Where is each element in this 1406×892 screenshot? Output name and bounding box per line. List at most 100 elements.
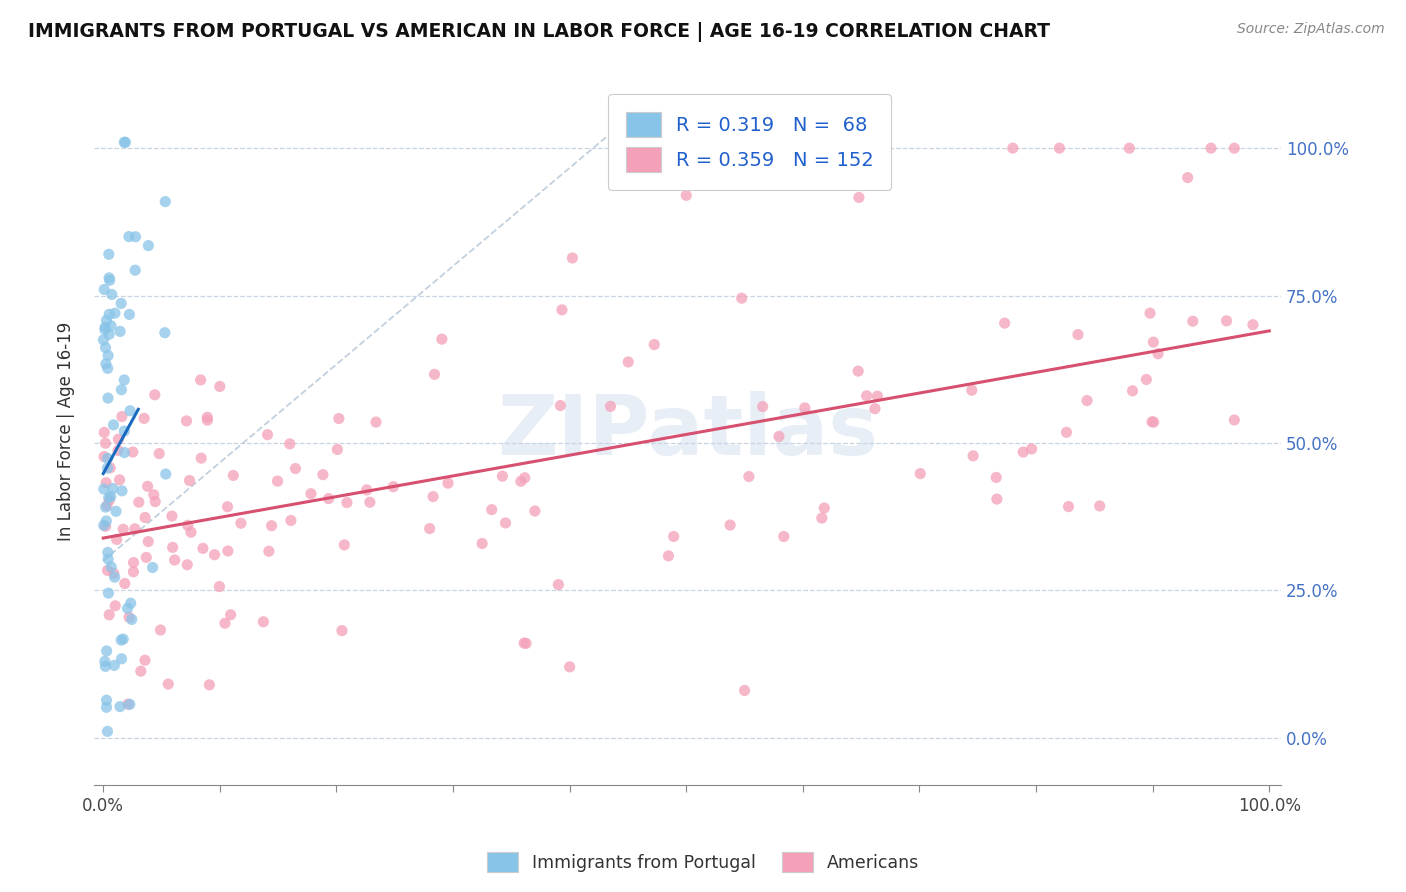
- Point: [561, 251, 583, 265]
- Point: [718, 518, 741, 533]
- Point: [101, 482, 124, 496]
- Point: [118, 308, 141, 322]
- Point: [256, 427, 278, 442]
- Point: [96, 700, 118, 714]
- Point: [195, 410, 218, 425]
- Point: [1181, 314, 1204, 328]
- Point: [382, 480, 405, 494]
- Point: [98, 327, 121, 342]
- Point: [96, 514, 118, 528]
- Point: [1088, 499, 1111, 513]
- Point: [811, 511, 834, 525]
- Point: [94, 475, 117, 490]
- Point: [118, 229, 141, 244]
- Point: [1140, 415, 1163, 429]
- Point: [471, 536, 494, 550]
- Point: [93, 450, 115, 464]
- Point: [513, 471, 536, 485]
- Point: [103, 566, 125, 581]
- Point: [280, 513, 302, 527]
- Point: [1047, 141, 1070, 155]
- Point: [97, 491, 120, 505]
- Point: [104, 599, 127, 613]
- Point: [866, 389, 889, 403]
- Point: [219, 607, 242, 622]
- Point: [1056, 425, 1078, 440]
- Point: [98, 607, 121, 622]
- Point: [110, 383, 132, 397]
- Point: [863, 401, 886, 416]
- Point: [117, 601, 139, 615]
- Point: [121, 445, 143, 459]
- Point: [491, 469, 513, 483]
- Point: [751, 400, 773, 414]
- Point: [94, 320, 117, 334]
- Point: [112, 632, 135, 646]
- Point: [142, 488, 165, 502]
- Point: [132, 411, 155, 425]
- Point: [110, 652, 132, 666]
- Point: [129, 664, 152, 678]
- Point: [1057, 500, 1080, 514]
- Point: [97, 349, 120, 363]
- Point: [108, 699, 131, 714]
- Point: [662, 529, 685, 543]
- Point: [93, 518, 115, 533]
- Point: [94, 655, 117, 669]
- Point: [731, 291, 754, 305]
- Point: [163, 553, 186, 567]
- Point: [190, 451, 212, 466]
- Point: [1177, 170, 1199, 185]
- Point: [120, 403, 142, 417]
- Point: [422, 490, 444, 504]
- Point: [495, 516, 517, 530]
- Point: [333, 538, 356, 552]
- Point: [1223, 141, 1246, 155]
- Legend: Immigrants from Portugal, Americans: Immigrants from Portugal, Americans: [479, 845, 927, 879]
- Point: [284, 461, 307, 475]
- Point: [910, 467, 932, 481]
- Point: [190, 373, 212, 387]
- Point: [214, 616, 236, 631]
- Point: [97, 545, 120, 559]
- Point: [122, 565, 145, 579]
- Point: [160, 509, 183, 524]
- Point: [994, 316, 1017, 330]
- Point: [960, 383, 983, 397]
- Point: [98, 270, 121, 285]
- Point: [1142, 335, 1164, 350]
- Point: [114, 136, 136, 150]
- Point: [136, 534, 159, 549]
- Point: [423, 368, 446, 382]
- Point: [117, 697, 139, 711]
- Point: [96, 451, 118, 466]
- Point: [153, 326, 176, 340]
- Point: [330, 624, 353, 638]
- Point: [179, 474, 201, 488]
- Point: [191, 541, 214, 556]
- Point: [96, 499, 118, 513]
- Point: [103, 658, 125, 673]
- Point: [1199, 141, 1222, 155]
- Point: [266, 474, 288, 488]
- Point: [217, 544, 239, 558]
- Point: [135, 550, 157, 565]
- Point: [1001, 141, 1024, 155]
- Point: [986, 470, 1008, 484]
- Point: [98, 273, 121, 287]
- Point: [155, 467, 177, 481]
- Point: [112, 445, 135, 459]
- Point: [162, 541, 184, 555]
- Point: [197, 413, 219, 427]
- Point: [176, 414, 198, 428]
- Point: [112, 136, 135, 150]
- Point: [98, 493, 121, 508]
- Point: [96, 724, 118, 739]
- Point: [93, 482, 115, 496]
- Point: [1147, 347, 1170, 361]
- Point: [118, 610, 141, 624]
- Point: [1012, 445, 1035, 459]
- Point: [97, 361, 120, 376]
- Point: [208, 379, 231, 393]
- Point: [149, 623, 172, 637]
